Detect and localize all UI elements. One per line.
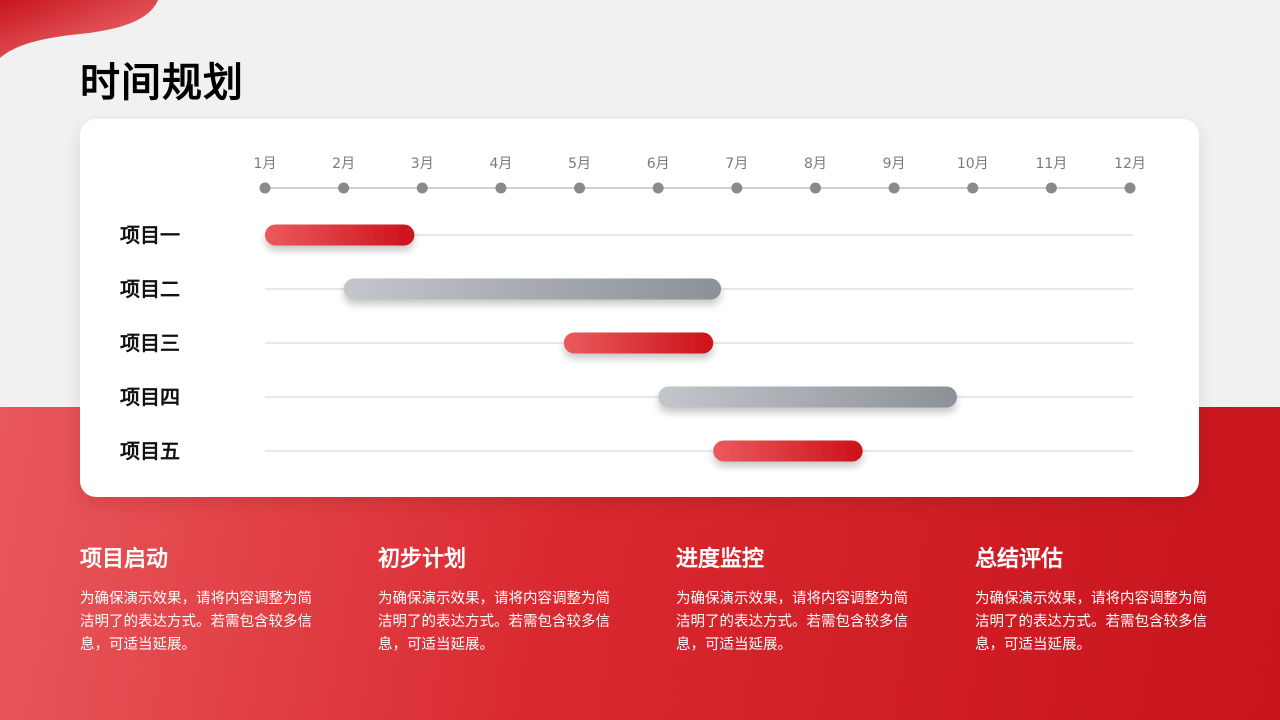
month-label: 7月: [725, 156, 748, 172]
month-label: 9月: [883, 156, 906, 172]
corner-decoration: [0, 0, 158, 58]
row-label: 项目五: [120, 439, 180, 463]
timeline-axis: 1月 2月 3月 4月 5月 6月 7月 8月 9月 10月 11月 12月: [254, 156, 1146, 194]
row-label: 项目三: [120, 331, 180, 355]
phase-block-2: 初步计划 为确保演示效果，请将内容调整为简洁明了的表达方式。若需包含较多信息，可…: [378, 541, 618, 657]
phase-description: 为确保演示效果，请将内容调整为简洁明了的表达方式。若需包含较多信息，可适当延展。: [378, 591, 610, 653]
month-label: 1月: [254, 156, 277, 172]
row-label: 项目一: [120, 223, 180, 247]
phase-title: 总结评估: [975, 547, 1064, 572]
phase-block-1: 项目启动 为确保演示效果，请将内容调整为简洁明了的表达方式。若需包含较多信息，可…: [80, 541, 320, 657]
phase-description: 为确保演示效果，请将内容调整为简洁明了的表达方式。若需包含较多信息，可适当延展。: [80, 591, 312, 653]
gantt-card: [80, 119, 1199, 497]
phase-block-3: 进度监控 为确保演示效果，请将内容调整为简洁明了的表达方式。若需包含较多信息，可…: [676, 541, 916, 657]
month-dot: [652, 182, 664, 194]
row-label: 项目二: [120, 277, 180, 301]
month-label: 3月: [411, 156, 434, 172]
gantt-bar: [343, 278, 722, 300]
month-dot: [731, 182, 743, 194]
month-label: 2月: [332, 156, 355, 172]
phase-title: 初步计划: [378, 547, 467, 572]
phase-description: 为确保演示效果，请将内容调整为简洁明了的表达方式。若需包含较多信息，可适当延展。: [676, 591, 908, 653]
phase-title: 进度监控: [676, 547, 765, 572]
gantt-bar: [563, 332, 714, 354]
month-label: 11月: [1035, 156, 1067, 172]
page-title: 时间规划: [80, 60, 244, 106]
month-label: 10月: [957, 156, 989, 172]
month-dot: [809, 182, 821, 194]
month-label: 4月: [489, 156, 512, 172]
month-dot: [967, 182, 979, 194]
month-dot: [888, 182, 900, 194]
month-dot: [495, 182, 507, 194]
gantt-bar: [658, 386, 957, 408]
month-dot: [338, 182, 350, 194]
phase-description: 为确保演示效果，请将内容调整为简洁明了的表达方式。若需包含较多信息，可适当延展。: [975, 591, 1207, 653]
month-dot: [416, 182, 428, 194]
gantt-bar: [265, 224, 415, 246]
phase-block-4: 总结评估 为确保演示效果，请将内容调整为简洁明了的表达方式。若需包含较多信息，可…: [975, 541, 1215, 657]
month-label: 8月: [804, 156, 827, 172]
phase-title: 项目启动: [80, 547, 169, 572]
month-label: 6月: [647, 156, 670, 172]
month-dot: [1124, 182, 1136, 194]
month-label: 12月: [1114, 156, 1146, 172]
month-label: 5月: [568, 156, 591, 172]
gantt-bar: [713, 440, 863, 462]
month-dot: [259, 182, 271, 194]
month-dot: [574, 182, 586, 194]
row-label: 项目四: [120, 385, 180, 409]
month-dot: [1045, 182, 1057, 194]
